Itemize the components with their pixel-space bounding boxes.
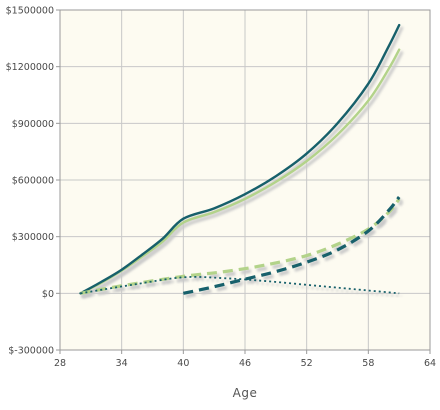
- x-tick-label: 52: [301, 358, 313, 369]
- y-tick-label: $300000: [12, 232, 54, 243]
- y-tick-label: $900000: [12, 119, 54, 130]
- x-axis-title: Age: [233, 386, 258, 400]
- y-tick-label: $1200000: [6, 62, 54, 73]
- series-line-5: [80, 275, 400, 295]
- y-tick-label: $-300000: [8, 346, 54, 357]
- y-axis-ticks: $-300000 $0 $300000 $600000 $900000 $1200000 $…: [6, 6, 60, 357]
- x-tick-label: 40: [177, 358, 189, 369]
- x-tick-label: 58: [362, 358, 374, 369]
- series-line-2: [79, 23, 401, 295]
- x-tick-label: 64: [424, 358, 436, 369]
- y-tick-label: $0: [42, 289, 54, 300]
- x-tick-label: 34: [116, 358, 128, 369]
- series-shadow-4: [185, 198, 404, 299]
- x-tick-label: 28: [54, 358, 66, 369]
- series-line-4: [182, 196, 401, 295]
- x-tick-label: 46: [239, 358, 251, 369]
- series-shadow-5: [82, 278, 402, 298]
- y-tick-label: $1500000: [6, 6, 54, 17]
- series-lines: [79, 23, 401, 295]
- x-axis-ticks: 28 34 40 46 52 58 64: [54, 350, 436, 369]
- y-tick-label: $600000: [12, 176, 54, 187]
